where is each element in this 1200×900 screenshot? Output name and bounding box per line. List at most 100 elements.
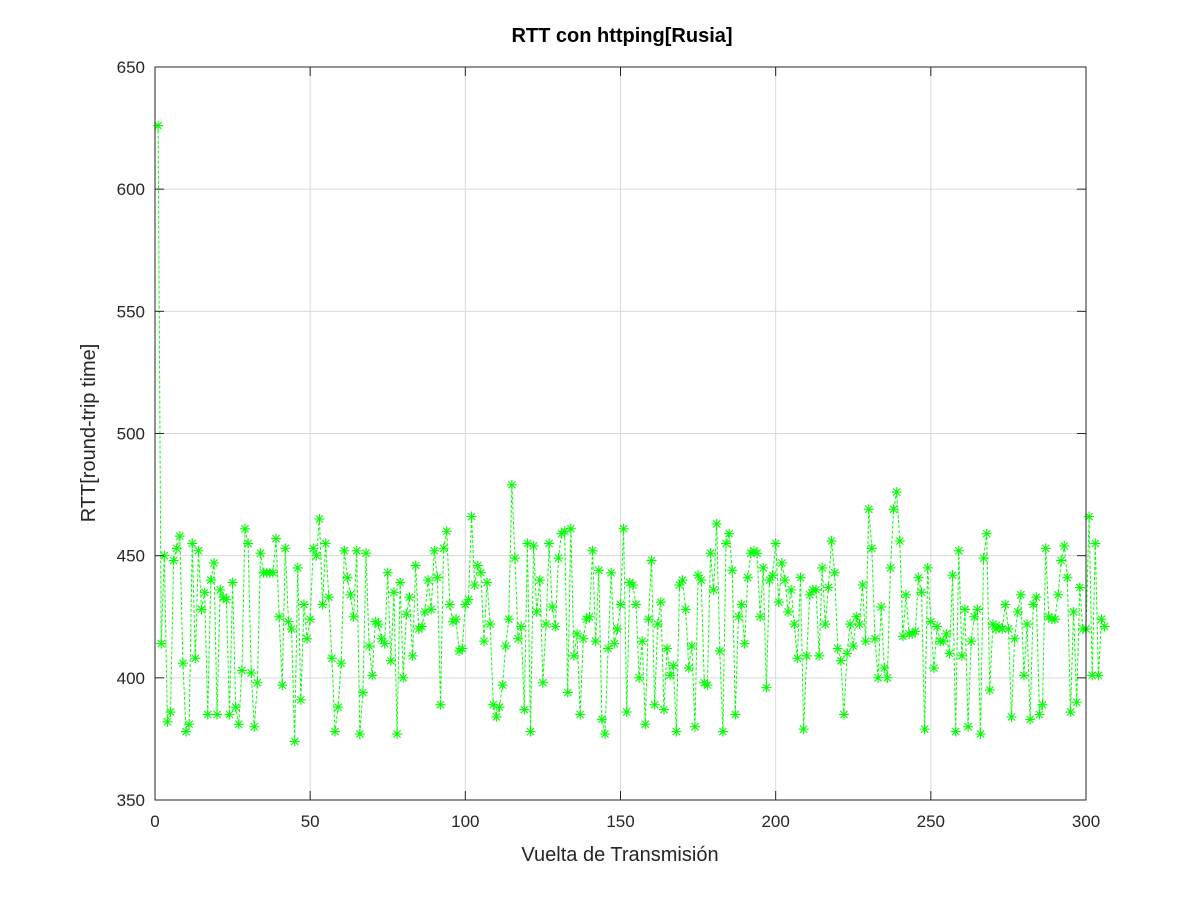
data-point — [190, 653, 201, 664]
data-point — [1012, 606, 1023, 617]
data-point — [423, 575, 434, 586]
data-point — [432, 572, 443, 583]
data-point — [677, 575, 688, 586]
data-point — [547, 601, 558, 612]
data-point — [416, 621, 427, 632]
data-point — [758, 562, 769, 573]
data-point — [491, 711, 502, 722]
data-point — [798, 724, 809, 735]
data-point — [404, 592, 415, 603]
data-point — [721, 538, 732, 549]
data-point — [717, 726, 728, 737]
data-point — [876, 601, 887, 612]
data-point — [584, 611, 595, 622]
data-point — [212, 709, 223, 720]
data-point — [612, 623, 623, 634]
data-point — [184, 719, 195, 730]
data-point — [801, 650, 812, 661]
data-point — [941, 628, 952, 639]
data-point — [308, 543, 319, 554]
data-point — [528, 540, 539, 551]
data-point — [174, 531, 185, 542]
data-point — [711, 518, 722, 529]
data-point — [603, 643, 614, 654]
data-point — [187, 538, 198, 549]
data-point — [1049, 614, 1060, 625]
grid — [154, 66, 1087, 801]
data-point — [727, 565, 738, 576]
data-point — [156, 638, 167, 649]
data-point — [879, 663, 890, 674]
data-point — [963, 721, 974, 732]
data-point — [854, 619, 865, 630]
data-point — [832, 643, 843, 654]
data-point — [742, 572, 753, 583]
series-layer — [153, 120, 1110, 747]
data-point — [1028, 599, 1039, 610]
data-point — [345, 589, 356, 600]
data-point — [550, 621, 561, 632]
data-point — [289, 736, 300, 747]
data-point — [444, 599, 455, 610]
data-point — [475, 567, 486, 578]
data-point — [814, 650, 825, 661]
data-point — [823, 582, 834, 593]
data-point — [1018, 670, 1029, 681]
data-point — [329, 726, 340, 737]
data-point — [845, 619, 856, 630]
data-point — [869, 633, 880, 644]
data-point — [975, 729, 986, 740]
data-point — [534, 575, 545, 586]
data-point — [441, 526, 452, 537]
data-point — [680, 604, 691, 615]
data-point — [888, 504, 899, 515]
data-point — [342, 572, 353, 583]
data-point — [773, 597, 784, 608]
data-point — [1015, 589, 1026, 600]
data-point — [671, 726, 682, 737]
data-point — [494, 702, 505, 713]
data-point — [339, 545, 350, 556]
data-point — [901, 589, 912, 600]
data-point — [1003, 623, 1014, 634]
data-point — [1034, 709, 1045, 720]
data-point — [618, 523, 629, 534]
data-point — [165, 707, 176, 718]
data-point — [426, 604, 437, 615]
data-point — [326, 653, 337, 664]
data-point — [1096, 614, 1107, 625]
data-point — [292, 562, 303, 573]
data-point — [646, 555, 657, 566]
data-point — [627, 579, 638, 590]
data-point — [249, 721, 260, 732]
data-point — [665, 670, 676, 681]
data-point — [274, 611, 285, 622]
data-point — [333, 702, 344, 713]
data-point — [593, 565, 604, 576]
data-point — [196, 604, 207, 615]
data-point — [590, 636, 601, 647]
data-point — [863, 504, 874, 515]
data-point — [761, 682, 772, 693]
x-axis-label: Vuelta de Transmisión — [521, 844, 718, 866]
data-point — [398, 672, 409, 683]
data-point — [323, 592, 334, 603]
data-point — [565, 523, 576, 534]
data-point — [857, 579, 868, 590]
data-point — [1000, 599, 1011, 610]
data-point — [959, 604, 970, 615]
data-point — [482, 577, 493, 588]
data-point — [972, 604, 983, 615]
data-point — [233, 719, 244, 730]
data-point — [913, 572, 924, 583]
data-point — [599, 729, 610, 740]
data-point — [795, 572, 806, 583]
data-point — [208, 558, 219, 568]
data-point — [451, 614, 462, 625]
data-point — [202, 709, 213, 720]
data-point — [658, 704, 669, 715]
data-point — [252, 677, 263, 688]
data-point — [1009, 633, 1020, 644]
data-point — [1006, 711, 1017, 722]
data-point — [267, 567, 278, 578]
